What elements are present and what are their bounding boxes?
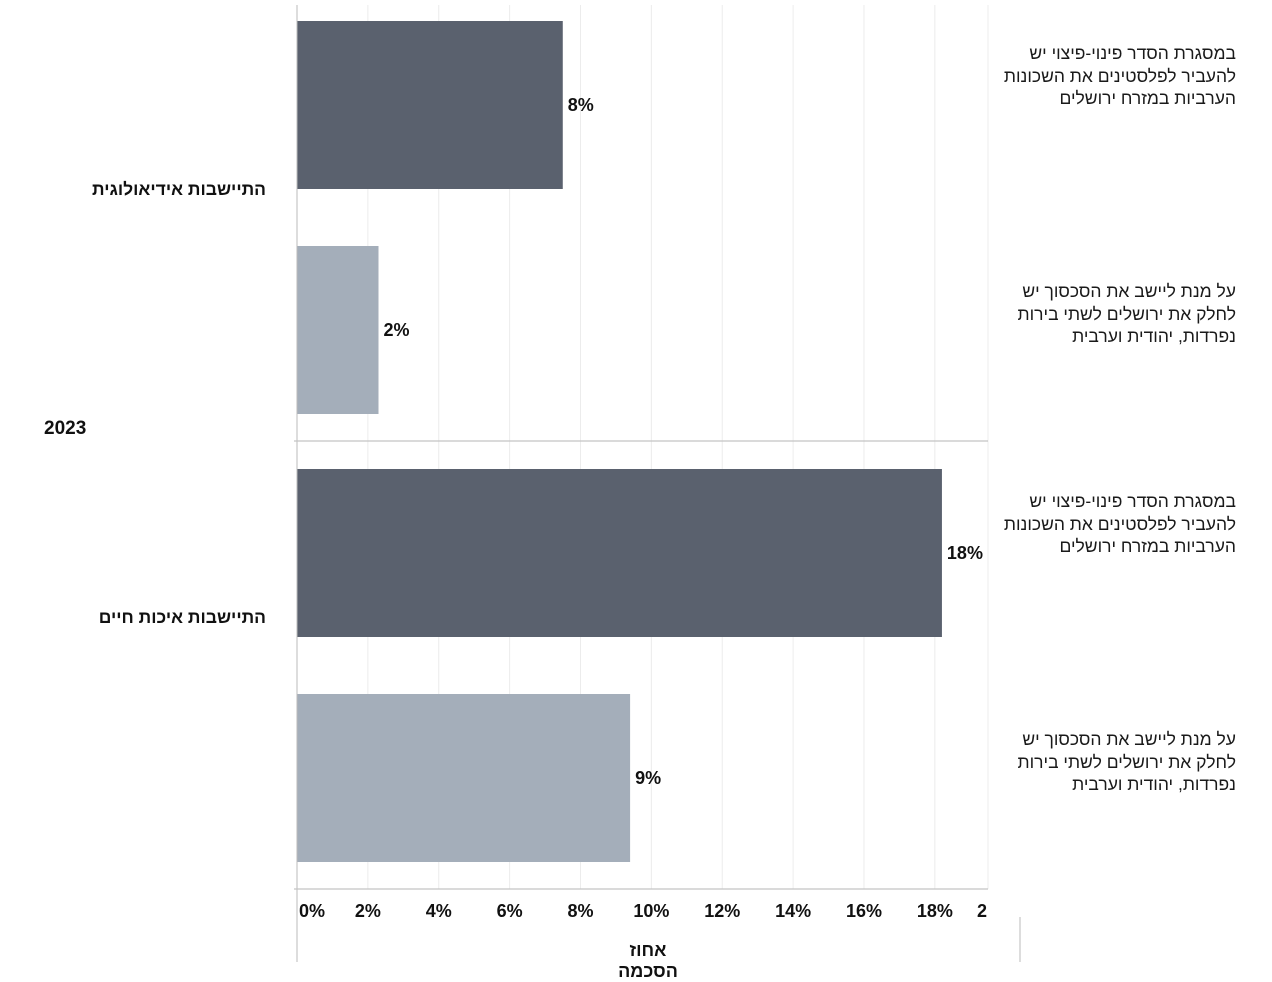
axes bbox=[294, 5, 1021, 962]
x-tick-label: 8% bbox=[567, 901, 593, 921]
x-tick-label: 6% bbox=[497, 901, 523, 921]
category-label: על מנת ליישב את הסכסוך יש לחלק את ירושלי… bbox=[1017, 281, 1236, 346]
x-tick-label: 4% bbox=[426, 901, 452, 921]
bar bbox=[297, 469, 942, 637]
group-label: התיישבות איכות חיים bbox=[98, 607, 266, 627]
x-tick-label: 0% bbox=[299, 901, 325, 921]
x-tick-label: 2 bbox=[977, 901, 987, 921]
bar bbox=[297, 21, 563, 189]
x-tick-label: 2% bbox=[355, 901, 381, 921]
category-label: במסגרת הסדר פינוי-פיצוי יש להעביר לפלסטי… bbox=[1003, 491, 1236, 556]
x-tick-label: 16% bbox=[846, 901, 882, 921]
year-label: 2023 bbox=[44, 418, 87, 439]
x-tick-label: 10% bbox=[633, 901, 669, 921]
data-label: 2% bbox=[384, 320, 410, 340]
category-label: במסגרת הסדר פינוי-פיצוי יש להעביר לפלסטי… bbox=[1003, 43, 1236, 108]
bar bbox=[297, 246, 379, 414]
x-tick-label: 14% bbox=[775, 901, 811, 921]
x-axis-title: אחוז הסכמה bbox=[618, 940, 678, 981]
x-tick-label: 18% bbox=[917, 901, 953, 921]
data-label: 18% bbox=[947, 543, 983, 563]
data-labels: 8% 2% 18% 9% bbox=[384, 95, 983, 788]
category-label: על מנת ליישב את הסכסוך יש לחלק את ירושלי… bbox=[1017, 729, 1236, 794]
group-label: התיישבות אידיאולוגית bbox=[91, 179, 266, 199]
data-label: 8% bbox=[568, 95, 594, 115]
bars bbox=[297, 21, 942, 862]
bar bbox=[297, 694, 631, 862]
x-tick-label: 12% bbox=[704, 901, 740, 921]
data-label: 9% bbox=[635, 768, 661, 788]
x-tick-labels: 0% 2% 4% 6% 8% 10% 12% 14% 16% 18% 2 bbox=[299, 901, 987, 921]
